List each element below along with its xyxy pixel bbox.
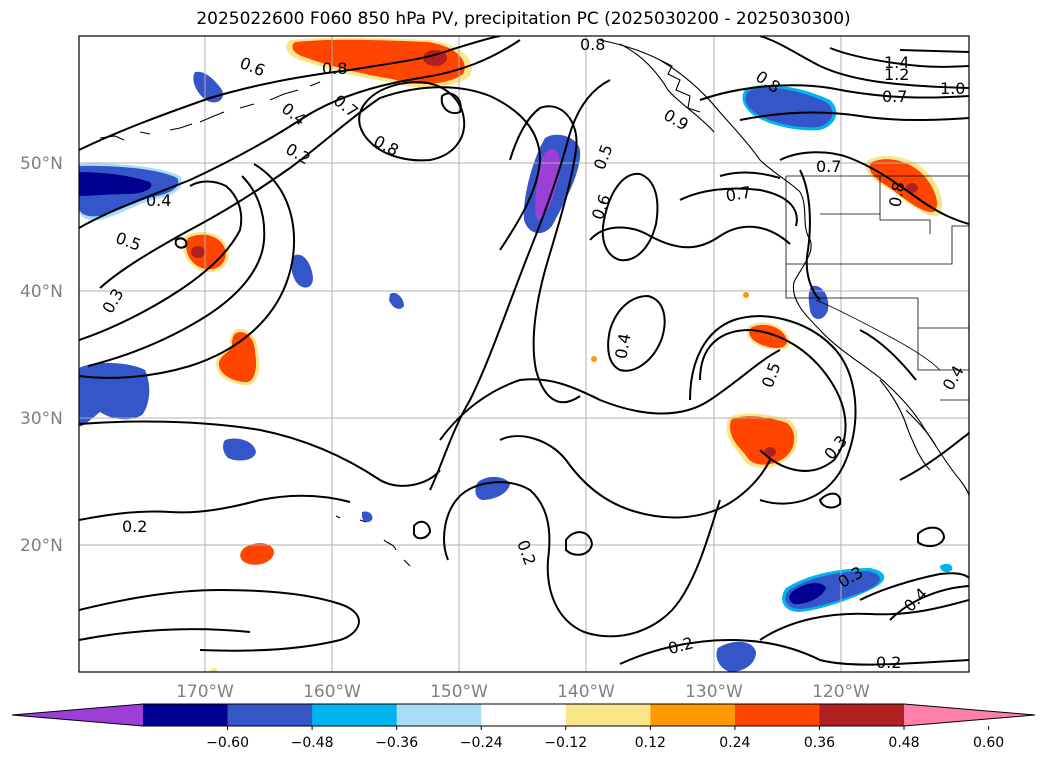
contour-label: 0.2 (876, 653, 901, 672)
lat-label: 40°N (20, 282, 63, 302)
colorbar-tick-label: 0.12 (635, 735, 666, 751)
lat-label: 20°N (20, 536, 63, 556)
political-borders (785, 175, 969, 401)
colorbar: −0.60 −0.48 −0.36 −0.24 −0.12 0.12 0.24 0.36 0.4… (11, 703, 1036, 751)
colorbar-segment (565, 704, 651, 726)
colorbar-segment (143, 704, 229, 726)
colorbar-tick-label: −0.48 (291, 735, 334, 751)
contour-label: 0.8 (580, 35, 605, 54)
map-title: 2025022600 F060 850 hPa PV, precipitatio… (196, 9, 851, 29)
colorbar-tick-label: 0.24 (719, 735, 750, 751)
colorbar-segment (481, 704, 567, 726)
lon-label: 120°W (812, 682, 870, 702)
colorbar-tick-label: 0.48 (888, 735, 919, 751)
longitude-labels: 170°W 160°W 150°W 140°W 130°W 120°W (176, 682, 870, 702)
lat-label: 50°N (20, 154, 63, 174)
contour-label: 0.7 (816, 157, 841, 176)
colorbar-segment (650, 704, 736, 726)
lat-label: 30°N (20, 409, 63, 429)
lon-label: 170°W (176, 682, 234, 702)
precip-fills (79, 37, 953, 672)
contour-label: 1.2 (884, 65, 909, 84)
colorbar-tick-label: −0.24 (460, 735, 503, 751)
contour-label: 0.4 (611, 332, 634, 360)
colorbar-tick-label: −0.12 (544, 735, 587, 751)
contour-label: 0.2 (122, 517, 147, 536)
colorbar-extend-max (904, 704, 1035, 726)
pv-contours (79, 36, 969, 666)
lon-label: 150°W (430, 682, 488, 702)
colorbar-tick-label: −0.36 (375, 735, 418, 751)
map-plot-area: 0.8 0.6 0.8 0.4 0.7 0.2 0.8 0.8 0.9 1.4 … (79, 35, 969, 672)
contour-label: 0.4 (146, 191, 171, 210)
plot-frame (78, 35, 970, 673)
contour-label: 0.8 (322, 59, 347, 78)
colorbar-segment (734, 704, 820, 726)
lon-label: 160°W (303, 682, 361, 702)
contour-label: 0.8 (885, 180, 908, 208)
colorbar-segment (819, 704, 905, 726)
latitude-labels: 50°N 40°N 30°N 20°N (20, 154, 63, 556)
contour-label: 1.4 (884, 53, 909, 72)
colorbar-extend-min (12, 704, 143, 726)
colorbar-tick-label: −0.60 (206, 735, 249, 751)
contour-label: 0.7 (724, 182, 752, 205)
contour-label: 0.7 (882, 87, 907, 106)
colorbar-segment (227, 704, 313, 726)
lon-label: 130°W (685, 682, 743, 702)
colorbar-tick-label: 0.60 (973, 735, 1004, 751)
contour-label: 1.0 (940, 79, 965, 98)
colorbar-tick-label: 0.36 (804, 735, 835, 751)
colorbar-segment (396, 704, 482, 726)
colorbar-outline (11, 703, 1036, 727)
colorbar-segment (312, 704, 398, 726)
lon-label: 140°W (557, 682, 615, 702)
